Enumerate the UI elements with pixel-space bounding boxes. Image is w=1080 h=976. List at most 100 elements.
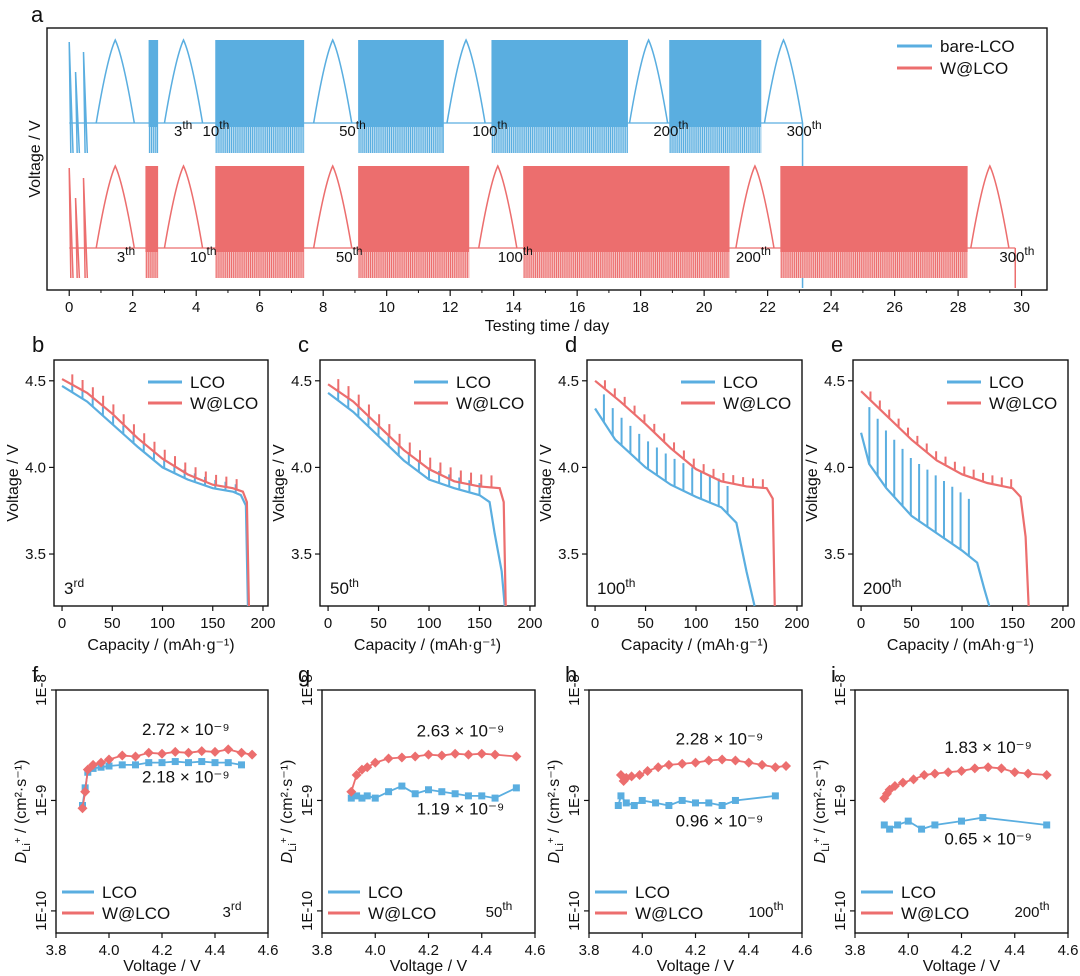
panel-g-ytick-label: 1E-10 <box>299 891 316 931</box>
panel-d-ytick-label: 3.5 <box>558 546 579 563</box>
panel-f-W@LCO-point <box>223 744 234 755</box>
panel-g-W@LCO-point <box>410 751 421 762</box>
panel-f-W@LCO-point <box>183 747 194 758</box>
panel-g-W@LCO-point <box>383 753 394 764</box>
panel-i-W@LCO-point <box>983 762 994 773</box>
panel-i-xtick-label: 4.4 <box>1004 942 1025 959</box>
panel-g-W@LCO-point <box>450 748 461 759</box>
panel-g-LCO-point <box>512 784 520 792</box>
panel-g-LCO-point <box>451 790 459 798</box>
panel-h-value-annotation: 2.28 × 10⁻⁹ <box>676 730 764 749</box>
panel-i-LCO-point <box>894 821 902 829</box>
panel-f-xtick-label: 4.2 <box>152 942 173 959</box>
panel-a-xtick-label: 24 <box>823 299 840 316</box>
panel-g-label: g <box>298 662 310 687</box>
panel-a-cycle-label: 50th <box>339 118 366 140</box>
panel-a-label: a <box>31 2 44 27</box>
panel-c-LCO-relaxation-spikes <box>337 388 481 496</box>
panel-h-LCO-point <box>614 802 622 810</box>
panel-i-W@LCO-point <box>908 774 919 785</box>
panel-a-W@LCO-block-texture <box>357 252 469 278</box>
panel-h-xtick-label: 4.0 <box>632 942 653 959</box>
panel-c-legend-label: W@LCO <box>456 394 524 413</box>
panel-a-xtick-label: 16 <box>569 299 586 316</box>
panel-e-ytick-label: 4.5 <box>824 373 845 390</box>
panel-a-W@LCO-cycling-block <box>145 166 159 278</box>
panel-h-W@LCO-point <box>757 759 768 770</box>
panel-h-LCO-point <box>718 802 726 810</box>
panel-c-xtick-label: 50 <box>370 615 387 632</box>
panel-i-LCO-point <box>958 817 965 825</box>
panel-e-xtick-label: 200 <box>1050 615 1075 632</box>
panel-f-W@LCO-point <box>157 748 167 759</box>
panel-g-LCO-point <box>478 792 486 800</box>
panel-h-LCO-point <box>630 802 638 810</box>
panel-a-xtick-label: 30 <box>1013 299 1030 316</box>
panel-i-ytick-label: 1E-8 <box>832 674 849 706</box>
panel-f-W@LCO-point <box>96 757 107 768</box>
panel-f-ylabel: DLi+ / (cm²·s⁻¹) <box>13 760 33 864</box>
panel-e-ylabel: Voltage / V <box>804 444 821 522</box>
panel-g-LCO-point <box>411 790 419 798</box>
panel-a-cycle-label: 3th <box>174 118 192 140</box>
panel-i-LCO-point <box>918 825 926 833</box>
panel-i-legend-label: LCO <box>901 883 936 902</box>
panel-h-W@LCO-point <box>730 755 741 766</box>
panel-g-LCO-point <box>353 792 361 800</box>
panel-h-LCO-point <box>622 799 630 807</box>
panel-c-xlabel: Capacity / (mAh·g⁻¹) <box>354 637 501 654</box>
panel-g-W@LCO-point <box>370 757 381 768</box>
panel-g-LCO-point <box>371 794 379 802</box>
panel-i-xtick-label: 4.0 <box>898 942 919 959</box>
panel-g-LCO-point <box>438 788 446 796</box>
panel-b-xtick-label: 200 <box>250 615 275 632</box>
panel-g-legend-label: LCO <box>368 883 403 902</box>
panel-a-cycle-label: 200th <box>653 118 688 140</box>
panel-e-LCO-curve <box>860 432 991 607</box>
panel-g-xtick-label: 3.8 <box>312 942 333 959</box>
panel-f-W@LCO-point <box>196 746 207 757</box>
panel-c-ylabel: Voltage / V <box>271 444 288 522</box>
panel-f-legend-label: LCO <box>102 883 137 902</box>
panel-c-ytick-label: 3.5 <box>291 546 312 563</box>
panel-a-ylabel: Voltage / V <box>27 120 44 198</box>
panel-g-LCO-point <box>398 782 406 790</box>
panel-g-W@LCO-point <box>396 752 407 763</box>
panel-i-W@LCO-point <box>919 770 930 781</box>
panel-e-ytick-label: 4.0 <box>824 459 845 476</box>
panel-h-label: h <box>565 662 577 687</box>
panel-d-LCO-relaxation-spikes <box>602 394 729 514</box>
panel-d-legend-label: LCO <box>723 373 758 392</box>
panel-d-xtick-label: 50 <box>637 615 654 632</box>
panel-h-W@LCO-point <box>770 762 781 773</box>
panel-i-LCO-point <box>880 821 888 829</box>
panel-f-W@LCO-point <box>130 751 141 762</box>
panel-b-axes <box>53 359 269 607</box>
panel-g-LCO-point <box>425 786 432 794</box>
panel-c-xtick-label: 0 <box>324 615 332 632</box>
panel-a-bare-LCO-block-texture <box>491 127 628 153</box>
panel-c-label: c <box>298 332 309 357</box>
panel-a-xtick-label: 2 <box>129 299 137 316</box>
panel-c-xtick-label: 100 <box>416 615 441 632</box>
panel-d-W@LCO-relaxation-spikes <box>603 380 764 488</box>
panel-i-W@LCO-point <box>1041 770 1052 781</box>
panel-a-xtick-label: 0 <box>65 299 73 316</box>
panel-f-legend-label: W@LCO <box>102 904 170 923</box>
panel-f-label: f <box>32 662 39 687</box>
panel-f-ytick-label: 1E-10 <box>33 891 50 931</box>
panel-c-legend-label: LCO <box>456 373 491 392</box>
panel-b-xtick-label: 0 <box>58 615 66 632</box>
panel-h-xtick-label: 4.4 <box>738 942 759 959</box>
panel-i-ylabel: DLi+ / (cm²·s⁻¹) <box>812 760 832 864</box>
panel-e-xtick-label: 0 <box>857 615 865 632</box>
panel-f-LCO-point <box>145 759 153 767</box>
panel-f-value-annotation: 2.18 × 10⁻⁹ <box>142 768 230 787</box>
panel-g-value-annotation: 2.63 × 10⁻⁹ <box>417 721 505 740</box>
panel-a-cycle-label: 50th <box>336 244 363 266</box>
panel-b-cycle-label: 3rd <box>64 576 84 598</box>
panel-e-xtick-label: 150 <box>1000 615 1025 632</box>
panel-i-W@LCO-point <box>929 768 940 779</box>
panel-g-W@LCO-point <box>362 762 373 773</box>
panel-g-cycle-label: 50th <box>486 899 513 921</box>
